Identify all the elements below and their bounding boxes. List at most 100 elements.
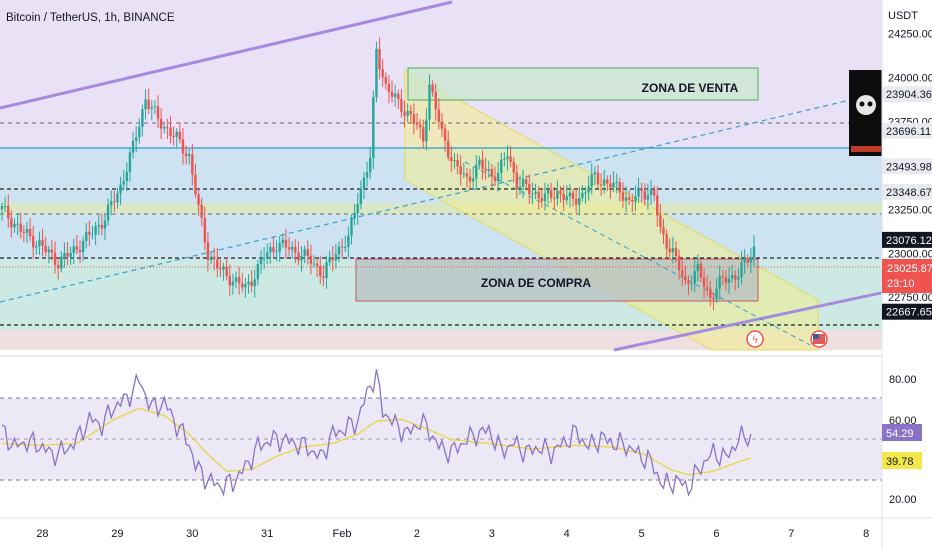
- candle-body: [540, 198, 544, 201]
- candle-body: [593, 172, 597, 175]
- candle-body: [16, 223, 19, 225]
- chart-title: Bitcoin / TetherUS, 1h, BINANCE: [6, 12, 175, 24]
- buy-zone-box: [355, 258, 759, 302]
- candle-body: [443, 128, 447, 141]
- candle-body: [209, 256, 213, 261]
- current-price-pill: [882, 259, 932, 293]
- candle-body: [743, 258, 746, 263]
- candle-body: [337, 246, 341, 255]
- price-label: 23493.98: [886, 161, 932, 173]
- candle-body: [525, 179, 528, 184]
- y-tick-label: 24250.00: [888, 28, 932, 40]
- candle-body: [194, 174, 197, 195]
- y-tick-label: 24000.00: [888, 72, 932, 84]
- candle-body: [546, 190, 550, 194]
- candle-body: [362, 177, 366, 189]
- candle-body: [425, 119, 428, 142]
- rsi-level-20: 20.00: [889, 494, 917, 506]
- candle-body: [412, 114, 416, 124]
- rsi-ma-value: 39.78: [886, 456, 914, 468]
- candle-body: [294, 246, 297, 253]
- candle-body: [578, 198, 581, 205]
- candle-body: [637, 188, 640, 197]
- candle-body: [627, 197, 631, 200]
- rsi-ma-line: [1, 407, 752, 476]
- candle-body: [447, 140, 450, 158]
- x-tick-label: 28: [36, 528, 48, 540]
- candle-body: [103, 220, 107, 229]
- skull-eye-left: [859, 101, 865, 107]
- candle-body: [496, 173, 500, 182]
- candle-body: [116, 193, 119, 203]
- candle-body: [269, 247, 272, 253]
- candle-body: [300, 255, 303, 261]
- candle-body: [478, 159, 481, 165]
- candle-body: [518, 186, 522, 189]
- candle-body: [272, 247, 275, 252]
- candle-body: [88, 231, 91, 235]
- candle-body: [197, 194, 200, 205]
- x-tick-label: 3: [489, 528, 495, 540]
- candle-body: [47, 249, 51, 252]
- pink-zone: [0, 330, 882, 350]
- candle-body: [150, 107, 153, 109]
- candle-body: [690, 283, 693, 285]
- candle-body: [178, 131, 182, 140]
- candle-body: [556, 190, 559, 199]
- candle-body: [521, 179, 525, 187]
- candle-body: [643, 190, 646, 200]
- lower-trendline: [613, 280, 932, 352]
- candle-body: [347, 235, 350, 248]
- candle-body: [259, 258, 263, 265]
- candle-body: [543, 193, 547, 201]
- candle-body: [60, 256, 63, 269]
- candle-body: [512, 161, 515, 173]
- candle-body: [537, 191, 540, 199]
- candle-body: [615, 182, 618, 184]
- candle-body: [75, 246, 79, 251]
- candle-body: [368, 157, 372, 173]
- candle-body: [91, 234, 94, 236]
- candle-body: [228, 275, 231, 286]
- candle-body: [85, 231, 88, 241]
- candle-body: [144, 99, 147, 110]
- candle-body: [231, 281, 235, 286]
- candle-body: [350, 218, 353, 236]
- candle-body: [181, 139, 185, 154]
- price-labels: 23904.36 23696.11 23493.98 23348.67 23076.12…: [882, 86, 932, 320]
- rsi-value-pill: [882, 424, 922, 441]
- lightning-event-icon[interactable]: [746, 330, 764, 348]
- candle-body: [634, 196, 637, 202]
- candle-body: [340, 246, 344, 248]
- candle-body: [13, 223, 16, 228]
- candle-body: [7, 205, 10, 219]
- x-tick-label: 5: [638, 528, 644, 540]
- candle-body: [10, 218, 13, 228]
- candle-body: [531, 193, 534, 195]
- candle-body: [266, 252, 269, 259]
- candle-body: [434, 92, 437, 110]
- candle-body: [440, 121, 444, 129]
- candle-body: [28, 228, 32, 237]
- candle-body: [624, 197, 628, 201]
- flag-canton: [813, 334, 819, 339]
- candle-body: [216, 259, 219, 269]
- price-label: 23076.12: [886, 235, 932, 247]
- currency-label: USDT: [888, 10, 918, 22]
- candle-body: [390, 91, 394, 97]
- current-price-value: 23025.87: [887, 263, 932, 275]
- candle-body: [253, 279, 256, 287]
- x-tick-label: 8: [863, 528, 869, 540]
- price-label-bg: [882, 231, 932, 248]
- candle-body: [234, 277, 238, 282]
- x-tick-label: 6: [713, 528, 719, 540]
- candle-body: [400, 98, 403, 113]
- candle-body: [740, 262, 743, 278]
- candle-body: [612, 182, 615, 188]
- rsi-value: 54.29: [886, 428, 914, 440]
- x-tick-label: 31: [261, 528, 273, 540]
- x-tick-label: 2: [414, 528, 420, 540]
- candle-body: [724, 276, 728, 284]
- candle-body: [147, 99, 150, 109]
